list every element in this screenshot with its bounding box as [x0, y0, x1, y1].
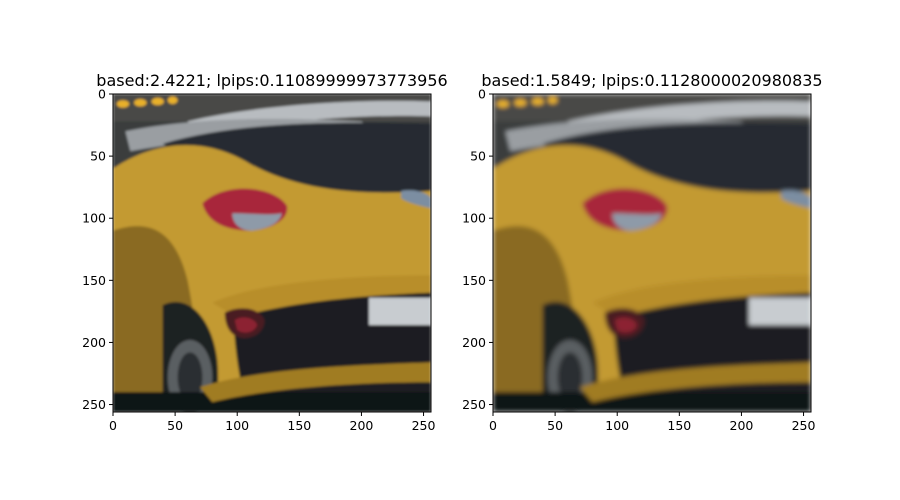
y-tick-label: 50 [90, 149, 106, 164]
y-tick-label: 150 [462, 273, 486, 288]
x-tick-label: 150 [287, 418, 311, 433]
x-tick-label: 0 [109, 418, 117, 433]
panel-left: based:2.4221; lpips:0.11089999973773956 … [82, 71, 448, 433]
y-tick-label: 0 [478, 87, 486, 102]
y-tick-label: 250 [82, 397, 106, 412]
x-tick-label: 250 [412, 418, 436, 433]
axes-frame [492, 93, 812, 413]
x-tick-label: 50 [167, 418, 183, 433]
y-tick-label: 200 [82, 335, 106, 350]
x-tick-label: 100 [605, 418, 629, 433]
axes-frame [112, 93, 432, 413]
image-left [113, 94, 431, 412]
x-tick-label: 150 [667, 418, 691, 433]
panel-title: based:1.5849; lpips:0.1128000020980835 [481, 71, 822, 90]
image-right [493, 94, 811, 412]
x-tick-label: 50 [547, 418, 563, 433]
y-tick-label: 150 [82, 273, 106, 288]
x-tick-label: 250 [792, 418, 816, 433]
y-tick-label: 0 [98, 87, 106, 102]
x-tick-label: 200 [730, 418, 754, 433]
y-tick-label: 100 [462, 211, 486, 226]
x-tick-label: 100 [225, 418, 249, 433]
y-tick-label: 50 [470, 149, 486, 164]
y-tick-label: 200 [462, 335, 486, 350]
x-tick-label: 200 [350, 418, 374, 433]
x-tick-label: 0 [489, 418, 497, 433]
y-tick-label: 100 [82, 211, 106, 226]
panel-right: based:1.5849; lpips:0.1128000020980835 0… [462, 71, 822, 433]
panel-title: based:2.4221; lpips:0.11089999973773956 [96, 71, 447, 90]
y-tick-label: 250 [462, 397, 486, 412]
